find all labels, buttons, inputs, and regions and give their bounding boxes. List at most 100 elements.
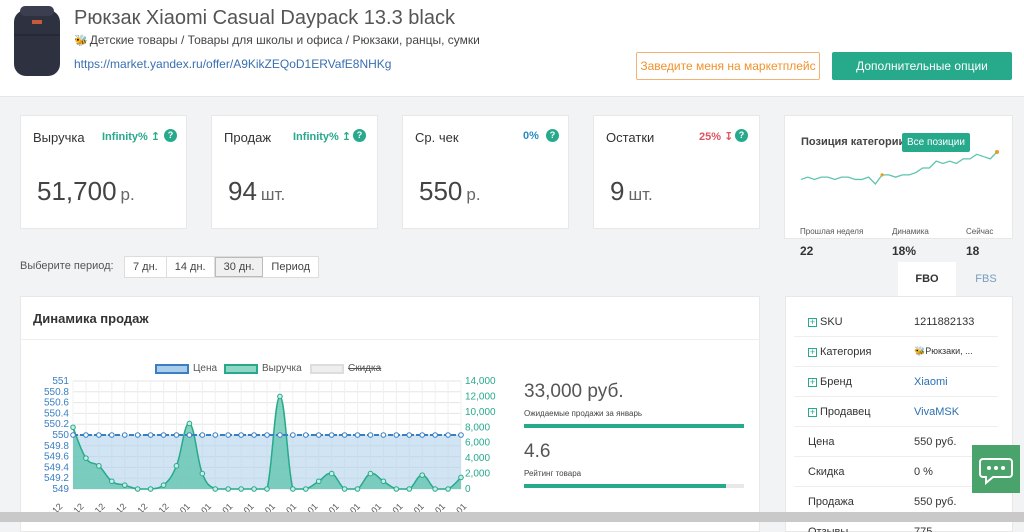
revenue-point bbox=[354, 486, 361, 492]
price-point bbox=[354, 432, 361, 438]
revenue-point bbox=[225, 486, 231, 492]
price-point bbox=[186, 432, 193, 438]
expected-sales-bar bbox=[524, 424, 744, 428]
price-point bbox=[393, 432, 400, 438]
period-label: Выберите период: bbox=[20, 260, 114, 272]
metric-value: 94 шт. bbox=[228, 176, 286, 206]
period-selector: 7 дн. 14 дн. 30 дн. Период bbox=[124, 256, 320, 278]
metric-card-avg-check: Ср. чек 0% ? 550 р. bbox=[402, 115, 569, 229]
info-key: Отзывы bbox=[808, 526, 849, 532]
y-right-tick-label: 0 bbox=[465, 484, 471, 495]
expand-icon[interactable]: + bbox=[808, 407, 817, 417]
period-7-days[interactable]: 7 дн. bbox=[125, 257, 167, 277]
legend-price[interactable]: Цена bbox=[155, 363, 217, 374]
help-icon[interactable]: ? bbox=[546, 129, 559, 142]
metric-label: Выручка bbox=[33, 130, 85, 145]
product-image[interactable] bbox=[10, 4, 64, 78]
legend-label: Цена bbox=[193, 363, 218, 374]
y-left-tick-label: 550.8 bbox=[44, 387, 69, 398]
price-point bbox=[121, 432, 128, 438]
seller-link[interactable]: VivaMSK bbox=[914, 406, 960, 418]
metric-trend: 0% bbox=[523, 130, 539, 142]
price-point bbox=[406, 432, 413, 438]
position-stat-value: 18 bbox=[966, 244, 980, 258]
rating-bar-fill bbox=[524, 484, 727, 488]
position-sparkline bbox=[800, 150, 999, 185]
sales-title: Динамика продаж bbox=[33, 311, 149, 326]
expected-sales-label: Ожидаемые продажи за январь bbox=[524, 409, 643, 418]
expand-icon[interactable]: + bbox=[808, 347, 817, 357]
period-custom[interactable]: Период bbox=[263, 257, 319, 277]
legend-label: Выручка bbox=[262, 363, 302, 374]
info-row-seller[interactable]: + Продавец VivaMSK bbox=[794, 397, 998, 427]
position-stat-label: Прошлая неделя bbox=[800, 227, 864, 236]
price-point bbox=[238, 432, 244, 438]
metric-card-revenue: Выручка Infinity% ↥ ? 51,700 р. bbox=[20, 115, 187, 229]
period-14-days[interactable]: 14 дн. bbox=[166, 257, 215, 277]
tab-fbs[interactable]: FBS bbox=[975, 273, 997, 285]
help-icon[interactable]: ? bbox=[735, 129, 748, 142]
price-point bbox=[147, 432, 154, 438]
tab-fbo[interactable]: FBO bbox=[898, 262, 956, 296]
help-icon[interactable]: ? bbox=[164, 129, 177, 142]
revenue-point bbox=[238, 486, 244, 492]
revenue-point bbox=[173, 463, 180, 469]
position-stat-label: Динамика bbox=[892, 227, 929, 236]
y-right-tick-label: 14,000 bbox=[465, 376, 496, 387]
price-point bbox=[173, 432, 180, 438]
product-info-card: + SKU 1211882133 + Категория 🐝Рюкзаки, ...… bbox=[785, 296, 1013, 532]
brand-link[interactable]: Xiaomi bbox=[914, 376, 948, 388]
price-point bbox=[264, 432, 270, 438]
price-point bbox=[328, 432, 335, 438]
all-positions-button[interactable]: Все позиции bbox=[902, 133, 970, 152]
y-right-tick-label: 2,000 bbox=[465, 469, 490, 480]
price-point bbox=[277, 432, 283, 438]
info-value: 1211882133 bbox=[914, 316, 975, 328]
info-row-sku[interactable]: + SKU 1211882133 bbox=[794, 307, 998, 337]
metric-value: 9 шт. bbox=[610, 176, 653, 206]
additional-options-button[interactable]: Дополнительные опции bbox=[832, 52, 1012, 80]
revenue-point bbox=[367, 470, 374, 477]
breadcrumb-text[interactable]: Детские товары / Товары для школы и офис… bbox=[89, 33, 480, 47]
legend-discount[interactable]: Скидка bbox=[310, 363, 381, 374]
rating-label: Рейтинг товара bbox=[524, 469, 582, 478]
revenue-point bbox=[458, 474, 464, 481]
y-right-tick-label: 8,000 bbox=[465, 422, 490, 433]
price-point bbox=[134, 432, 141, 438]
metric-trend: 25% ↧ bbox=[699, 131, 734, 143]
marketplace-button[interactable]: Заведите меня на маркетплейс bbox=[636, 52, 820, 80]
expand-icon[interactable]: + bbox=[808, 317, 817, 327]
price-point bbox=[225, 432, 231, 438]
revenue-point bbox=[290, 486, 296, 492]
chat-button[interactable] bbox=[972, 445, 1020, 493]
y-left-tick-label: 549.4 bbox=[44, 462, 69, 473]
period-30-days[interactable]: 30 дн. bbox=[214, 257, 264, 277]
legend-revenue[interactable]: Выручка bbox=[224, 363, 302, 374]
revenue-point bbox=[393, 486, 400, 492]
product-url-link[interactable]: https://market.yandex.ru/offer/A9KikZEQo… bbox=[74, 57, 392, 71]
revenue-point bbox=[109, 478, 115, 485]
info-row-price: Цена 550 руб. bbox=[794, 427, 998, 457]
revenue-point bbox=[186, 420, 193, 427]
legend-swatch bbox=[224, 363, 258, 374]
metric-value: 550 р. bbox=[419, 176, 481, 206]
price-point bbox=[458, 432, 464, 438]
sparkline-line bbox=[800, 151, 998, 185]
legend-label: Скидка bbox=[348, 363, 382, 374]
info-row-category[interactable]: + Категория 🐝Рюкзаки, ... bbox=[794, 337, 998, 367]
revenue-point bbox=[277, 393, 283, 400]
horizontal-scrollbar[interactable] bbox=[0, 512, 1024, 522]
breadcrumb: 🐝 Детские товары / Товары для школы и офи… bbox=[74, 33, 480, 47]
sparkline-point bbox=[880, 173, 884, 177]
price-point bbox=[160, 432, 167, 438]
price-point bbox=[303, 432, 309, 438]
expand-icon[interactable]: + bbox=[808, 377, 817, 387]
bee-icon: 🐝 bbox=[914, 346, 926, 356]
y-left-tick-label: 549 bbox=[52, 484, 69, 495]
help-icon[interactable]: ? bbox=[353, 129, 366, 142]
price-point bbox=[432, 432, 438, 438]
revenue-point bbox=[147, 486, 154, 492]
rating-bar bbox=[524, 484, 744, 488]
sales-chart[interactable]: 549549.2549.4549.6549.8550550.2550.4550.… bbox=[21, 375, 501, 532]
info-row-brand[interactable]: + Бренд Xiaomi bbox=[794, 367, 998, 397]
